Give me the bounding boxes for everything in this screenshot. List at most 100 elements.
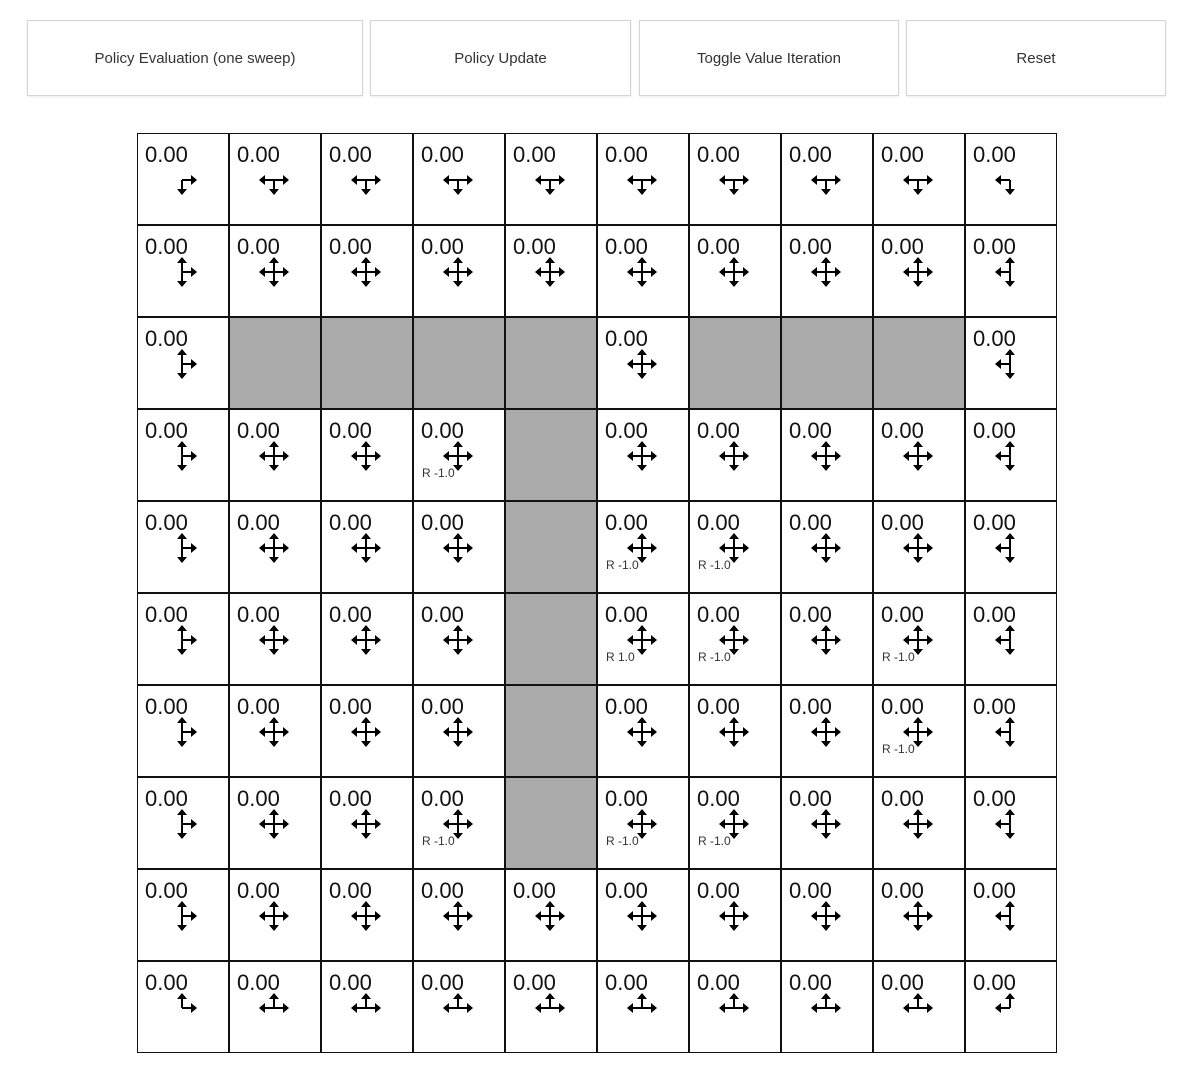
grid-cell[interactable]: 0.00 [965,593,1057,685]
grid-cell[interactable]: 0.00 [873,133,965,225]
grid-cell[interactable]: 0.00 [965,317,1057,409]
toggle-value-iteration-button[interactable]: Toggle Value Iteration [639,20,899,96]
grid-cell[interactable]: 0.00 R -1.0 [597,777,689,869]
grid-cell[interactable]: 0.00 [229,869,321,961]
grid-cell[interactable]: 0.00 [965,685,1057,777]
grid-cell[interactable]: 0.00 [689,869,781,961]
grid-cell[interactable]: 0.00 [965,501,1057,593]
grid-cell[interactable]: 0.00 [689,133,781,225]
grid-cell[interactable]: 0.00 [229,961,321,1053]
arrowhead-left-icon [535,175,541,185]
grid-cell[interactable]: 0.00 [597,317,689,409]
grid-cell[interactable]: 0.00 [597,225,689,317]
grid-cell[interactable]: 0.00 [413,593,505,685]
grid-cell[interactable]: 0.00 [321,685,413,777]
grid-cell[interactable]: 0.00 [137,133,229,225]
grid-cell[interactable]: 0.00 [137,685,229,777]
grid-cell[interactable]: 0.00 [321,225,413,317]
grid-cell[interactable]: 0.00 [781,133,873,225]
grid-cell[interactable]: 0.00 R -1.0 [413,409,505,501]
grid-cell[interactable]: 0.00 [413,869,505,961]
grid-cell[interactable]: 0.00 [689,961,781,1053]
grid-cell[interactable]: 0.00 [597,869,689,961]
grid-cell[interactable]: 0.00 [321,409,413,501]
arrowhead-right-icon [375,267,381,277]
grid-cell[interactable]: 0.00 [137,501,229,593]
grid-cell[interactable]: 0.00 [965,777,1057,869]
grid-cell[interactable]: 0.00 [137,961,229,1053]
grid-cell[interactable]: 0.00 [597,685,689,777]
grid-cell[interactable]: 0.00 [137,593,229,685]
cell-value: 0.00 [237,694,280,719]
grid-cell[interactable]: 0.00 [505,869,597,961]
grid-cell[interactable]: 0.00 [229,593,321,685]
policy-evaluation-button[interactable]: Policy Evaluation (one sweep) [27,20,363,96]
grid-cell[interactable]: 0.00 R 1.0 [597,593,689,685]
grid-cell[interactable]: 0.00 [229,133,321,225]
grid-cell[interactable]: 0.00 [505,133,597,225]
grid-cell[interactable]: 0.00 R -1.0 [689,593,781,685]
grid-cell[interactable]: 0.00 [781,961,873,1053]
arrowhead-down-icon [637,925,647,931]
grid-cell[interactable]: 0.00 [965,409,1057,501]
grid-cell[interactable]: 0.00 [413,133,505,225]
grid-cell[interactable]: 0.00 [321,593,413,685]
grid-cell[interactable]: 0.00 [229,777,321,869]
grid-cell[interactable]: 0.00 [781,501,873,593]
grid-cell[interactable]: 0.00 R -1.0 [597,501,689,593]
grid-cell[interactable]: 0.00 R -1.0 [873,685,965,777]
arrowhead-left-icon [903,911,909,921]
grid-cell[interactable]: 0.00 [597,961,689,1053]
grid-cell[interactable]: 0.00 [321,869,413,961]
grid-cell[interactable]: 0.00 [873,961,965,1053]
grid-cell[interactable]: 0.00 [413,225,505,317]
grid-cell[interactable]: 0.00 [965,869,1057,961]
grid-cell[interactable]: 0.00 R -1.0 [873,593,965,685]
grid-cell[interactable]: 0.00 [505,225,597,317]
grid-cell[interactable]: 0.00 [505,961,597,1053]
grid-cell[interactable]: 0.00 [137,869,229,961]
arrowhead-right-icon [835,727,841,737]
grid-cell[interactable]: 0.00 [229,685,321,777]
grid-cell[interactable]: 0.00 [781,685,873,777]
grid-cell[interactable]: 0.00 [321,777,413,869]
grid-cell[interactable]: 0.00 [137,225,229,317]
grid-cell[interactable]: 0.00 [873,225,965,317]
grid-cell[interactable]: 0.00 [873,869,965,961]
grid-cell[interactable]: 0.00 [965,225,1057,317]
grid-cell[interactable]: 0.00 [321,501,413,593]
grid-cell[interactable]: 0.00 [321,961,413,1053]
cell-value: 0.00 [697,694,740,719]
reset-button[interactable]: Reset [906,20,1166,96]
grid-cell[interactable]: 0.00 [781,777,873,869]
grid-cell[interactable]: 0.00 [597,409,689,501]
cell-value: 0.00 [513,878,556,903]
grid-cell[interactable]: 0.00 [873,501,965,593]
grid-cell[interactable]: 0.00 [413,685,505,777]
grid-cell[interactable]: 0.00 [781,593,873,685]
grid-cell[interactable]: 0.00 [781,869,873,961]
grid-cell[interactable]: 0.00 [137,409,229,501]
grid-cell[interactable]: 0.00 [413,961,505,1053]
grid-cell[interactable]: 0.00 [229,501,321,593]
grid-cell[interactable]: 0.00 [321,133,413,225]
grid-cell[interactable]: 0.00 [137,317,229,409]
grid-cell[interactable]: 0.00 [781,225,873,317]
grid-cell[interactable]: 0.00 [873,409,965,501]
grid-cell[interactable]: 0.00 R -1.0 [413,777,505,869]
grid-cell[interactable]: 0.00 [689,685,781,777]
grid-cell[interactable]: 0.00 [229,225,321,317]
grid-cell[interactable]: 0.00 [965,133,1057,225]
grid-cell[interactable]: 0.00 [965,961,1057,1053]
grid-cell[interactable]: 0.00 [229,409,321,501]
grid-cell[interactable]: 0.00 [781,409,873,501]
grid-cell[interactable]: 0.00 [873,777,965,869]
grid-cell[interactable]: 0.00 R -1.0 [689,501,781,593]
grid-cell[interactable]: 0.00 R -1.0 [689,777,781,869]
grid-cell[interactable]: 0.00 [413,501,505,593]
grid-cell[interactable]: 0.00 [689,409,781,501]
policy-update-button[interactable]: Policy Update [370,20,631,96]
grid-cell[interactable]: 0.00 [137,777,229,869]
grid-cell[interactable]: 0.00 [597,133,689,225]
grid-cell[interactable]: 0.00 [689,225,781,317]
